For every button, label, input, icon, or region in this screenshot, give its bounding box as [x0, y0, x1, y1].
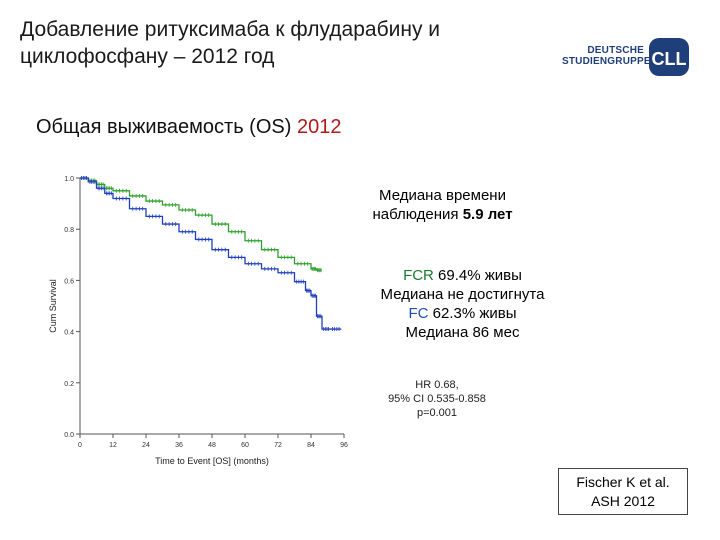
- logo-line-1: DEUTSCHE: [587, 45, 644, 56]
- x-tick-label: 12: [109, 442, 117, 449]
- hazard-ratio-stats: HR 0.68, 95% CI 0.535-0.858 p=0.001: [372, 378, 502, 420]
- followup-line-2: наблюдения 5.9 лет: [350, 205, 535, 224]
- logo-mark-text: CLL: [652, 49, 687, 69]
- section-subtitle: Общая выживаемость (OS) 2012: [36, 116, 341, 139]
- citation-line-1: Fischer K et al.: [576, 474, 670, 490]
- followup-value: 5.9 лет: [462, 206, 513, 223]
- followup-line-2-text: наблюдения: [372, 206, 463, 223]
- logo-line-2: STUDIENGRUPPE: [562, 56, 651, 67]
- fcr-result: FCR 69.4% живы: [350, 266, 575, 285]
- logo-text: DEUTSCHE STUDIENGRUPPE: [562, 45, 651, 67]
- y-tick-label: 0.2: [64, 381, 74, 388]
- y-tick-label: 0.6: [64, 278, 74, 285]
- x-tick-label: 60: [241, 442, 249, 449]
- fc-text: 62.3% живы: [428, 305, 517, 322]
- subtitle-year: 2012: [296, 116, 342, 138]
- cll-logo-icon: CLL: [649, 38, 689, 76]
- fc-label: FC: [408, 305, 429, 322]
- p-value: p=0.001: [416, 407, 458, 419]
- slide-title: Добавление ритуксимаба к флударабину и ц…: [20, 16, 540, 70]
- x-tick-label: 84: [307, 442, 315, 449]
- slide-title-line-2: циклофосфану – 2012 год: [20, 45, 275, 68]
- results-summary: FCR 69.4% живы Медиана не достигнута FC …: [350, 266, 575, 342]
- fc-result: FC 62.3% живы: [350, 304, 575, 323]
- fcr-median: Медиана не достигнута: [380, 286, 545, 303]
- x-tick-label: 72: [274, 442, 282, 449]
- survival-chart: 0.0 0.2 0.4 0.6 0.8 1.0 0 12 24 36 48 60 72 84 96 Time…: [48, 176, 348, 466]
- citation-box: Fischer K et al. ASH 2012: [558, 468, 688, 515]
- x-axis-label: Time to Event [OS] (months): [155, 456, 269, 466]
- y-tick-label: 0.4: [64, 330, 74, 337]
- x-tick-label: 36: [175, 442, 183, 449]
- chart-axes: 0.0 0.2 0.4 0.6 0.8 1.0 0 12 24 36 48 60 72 84 96: [64, 176, 348, 449]
- series-line-1: [80, 177, 342, 330]
- fcr-label: FCR: [403, 267, 434, 284]
- x-tick-label: 0: [78, 442, 82, 449]
- hr-value: HR 0.68,: [415, 379, 459, 391]
- y-tick-label: 0.8: [64, 227, 74, 234]
- fc-median: Медиана 86 мес: [405, 324, 520, 341]
- y-axis-label: Cum Survival: [48, 279, 58, 333]
- x-tick-label: 96: [340, 442, 348, 449]
- x-tick-label: 48: [208, 442, 216, 449]
- ci-value: 95% CI 0.535-0.858: [388, 393, 486, 405]
- x-tick-label: 24: [142, 442, 150, 449]
- followup-note: Медиана времени наблюдения 5.9 лет: [350, 186, 535, 224]
- followup-line-1: Медиана времени: [379, 187, 506, 204]
- subtitle-text: Общая выживаемость (OS): [36, 116, 297, 138]
- fcr-text: 69.4% живы: [433, 267, 522, 284]
- chart-series: [80, 176, 342, 332]
- y-tick-label: 0.0: [64, 432, 74, 439]
- citation-line-2: ASH 2012: [591, 493, 655, 509]
- y-tick-label: 1.0: [64, 176, 74, 183]
- study-group-logo: DEUTSCHE STUDIENGRUPPE CLL: [562, 38, 692, 76]
- slide-title-line-1: Добавление ритуксимаба к флударабину и: [20, 18, 441, 41]
